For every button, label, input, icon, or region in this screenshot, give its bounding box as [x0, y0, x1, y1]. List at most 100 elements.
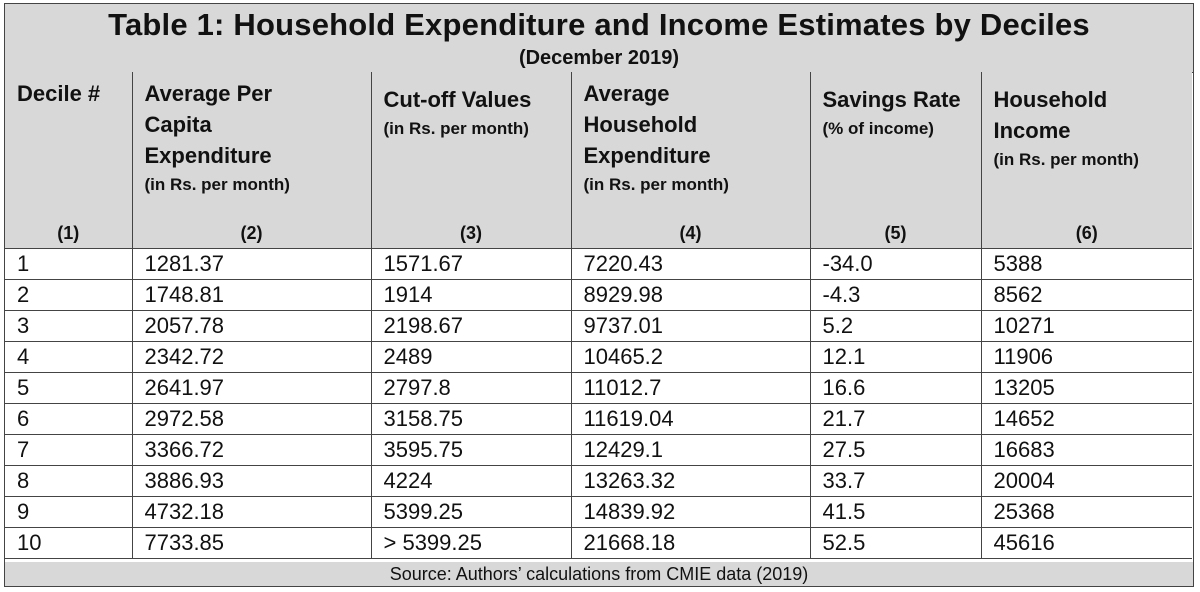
savings-rate-cell: 27.5	[810, 434, 982, 466]
household-income-cell: 11906	[981, 341, 1192, 373]
decile-cell: 8	[5, 465, 133, 497]
table-subtitle: (December 2019)	[518, 47, 680, 69]
household-expenditure-cell: 11012.7	[571, 372, 811, 404]
savings-rate-cell: 21.7	[810, 403, 982, 435]
decile-cell: 3	[5, 310, 133, 342]
household-expenditure-cell: 10465.2	[571, 341, 811, 373]
column-number: (3)	[460, 223, 482, 243]
header-decile: Decile # (1)	[5, 72, 133, 249]
header-unit: (in Rs. per month)	[993, 150, 1139, 169]
header-label: Average Household Expenditure	[583, 81, 711, 168]
decile-cell: 1	[5, 248, 133, 280]
cutoff-value-cell: 3595.75	[371, 434, 572, 466]
header-savings-rate: Savings Rate (% of income) (5)	[810, 72, 982, 249]
table-row: 2 1748.81 1914 8929.98 -4.3 8562	[5, 279, 1192, 311]
per-capita-expenditure-cell: 1748.81	[132, 279, 372, 311]
per-capita-expenditure-cell: 2972.58	[132, 403, 372, 435]
household-income-cell: 25368	[981, 496, 1192, 528]
decile-cell: 5	[5, 372, 133, 404]
header-unit: (in Rs. per month)	[144, 175, 290, 194]
header-household-income: Household Income (in Rs. per month) (6)	[981, 72, 1192, 249]
header-label: Household Income	[993, 87, 1108, 143]
per-capita-expenditure-cell: 3366.72	[132, 434, 372, 466]
table-row: 10 7733.85 > 5399.25 21668.18 52.5 45616	[5, 527, 1192, 559]
table-row: 6 2972.58 3158.75 11619.04 21.7 14652	[5, 403, 1192, 435]
cutoff-value-cell: 1914	[371, 279, 572, 311]
savings-rate-cell: -4.3	[810, 279, 982, 311]
savings-rate-cell: 33.7	[810, 465, 982, 497]
household-income-cell: 13205	[981, 372, 1192, 404]
household-expenditure-cell: 9737.01	[571, 310, 811, 342]
household-income-cell: 5388	[981, 248, 1192, 280]
cutoff-value-cell: > 5399.25	[371, 527, 572, 559]
household-income-cell: 45616	[981, 527, 1192, 559]
header-unit: (in Rs. per month)	[383, 119, 529, 138]
header-avg-per-capita-expenditure: Average Per Capita Expenditure (in Rs. p…	[132, 72, 372, 249]
column-number: (1)	[57, 223, 80, 243]
cutoff-value-cell: 4224	[371, 465, 572, 497]
savings-rate-cell: 12.1	[810, 341, 982, 373]
header-unit: (% of income)	[822, 119, 934, 138]
household-expenditure-cell: 8929.98	[571, 279, 811, 311]
decile-cell: 9	[5, 496, 133, 528]
per-capita-expenditure-cell: 2057.78	[132, 310, 372, 342]
table-row: 3 2057.78 2198.67 9737.01 5.2 10271	[5, 310, 1192, 342]
cutoff-value-cell: 2489	[371, 341, 572, 373]
column-number: (5)	[884, 223, 907, 243]
decile-cell: 4	[5, 341, 133, 373]
decile-cell: 7	[5, 434, 133, 466]
per-capita-expenditure-cell: 1281.37	[132, 248, 372, 280]
table-row: 1 1281.37 1571.67 7220.43 -34.0 5388	[5, 248, 1192, 280]
per-capita-expenditure-cell: 2342.72	[132, 341, 372, 373]
table-title: Table 1: Household Expenditure and Incom…	[108, 7, 1090, 42]
table-row: 7 3366.72 3595.75 12429.1 27.5 16683	[5, 434, 1192, 466]
table-frame: Table 1: Household Expenditure and Incom…	[4, 3, 1194, 587]
decile-cell: 2	[5, 279, 133, 311]
table-row: 4 2342.72 2489 10465.2 12.1 11906	[5, 341, 1192, 373]
header-label: Decile #	[17, 81, 101, 106]
per-capita-expenditure-cell: 4732.18	[132, 496, 372, 528]
household-expenditure-cell: 7220.43	[571, 248, 811, 280]
data-table: Decile # (1) Average Per Capita Expendit…	[5, 72, 1192, 559]
column-number: (2)	[240, 223, 263, 243]
household-income-cell: 20004	[981, 465, 1192, 497]
savings-rate-cell: 16.6	[810, 372, 982, 404]
household-expenditure-cell: 11619.04	[571, 403, 811, 435]
title-band: Table 1: Household Expenditure and Incom…	[5, 4, 1193, 73]
per-capita-expenditure-cell: 7733.85	[132, 527, 372, 559]
header-label: Savings Rate	[822, 87, 961, 112]
savings-rate-cell: -34.0	[810, 248, 982, 280]
savings-rate-cell: 41.5	[810, 496, 982, 528]
household-income-cell: 16683	[981, 434, 1192, 466]
cutoff-value-cell: 5399.25	[371, 496, 572, 528]
cutoff-value-cell: 3158.75	[371, 403, 572, 435]
table-row: 9 4732.18 5399.25 14839.92 41.5 25368	[5, 496, 1192, 528]
savings-rate-cell: 52.5	[810, 527, 982, 559]
table-row: 8 3886.93 4224 13263.32 33.7 20004	[5, 465, 1192, 497]
header-label: Cut-off Values	[383, 87, 532, 112]
per-capita-expenditure-cell: 2641.97	[132, 372, 372, 404]
header-unit: (in Rs. per month)	[583, 175, 729, 194]
household-expenditure-cell: 13263.32	[571, 465, 811, 497]
header-row: Decile # (1) Average Per Capita Expendit…	[5, 72, 1192, 249]
column-number: (4)	[679, 223, 702, 243]
source-note: Source: Authors’ calculations from CMIE …	[5, 562, 1193, 586]
decile-cell: 6	[5, 403, 133, 435]
household-income-cell: 14652	[981, 403, 1192, 435]
cutoff-value-cell: 2797.8	[371, 372, 572, 404]
table-row: 5 2641.97 2797.8 11012.7 16.6 13205	[5, 372, 1192, 404]
household-income-cell: 10271	[981, 310, 1192, 342]
column-number: (6)	[1075, 223, 1098, 243]
cutoff-value-cell: 2198.67	[371, 310, 572, 342]
cutoff-value-cell: 1571.67	[371, 248, 572, 280]
household-income-cell: 8562	[981, 279, 1192, 311]
per-capita-expenditure-cell: 3886.93	[132, 465, 372, 497]
decile-cell: 10	[5, 527, 133, 559]
household-expenditure-cell: 12429.1	[571, 434, 811, 466]
household-expenditure-cell: 21668.18	[571, 527, 811, 559]
savings-rate-cell: 5.2	[810, 310, 982, 342]
header-label: Average Per Capita Expenditure	[144, 81, 273, 168]
household-expenditure-cell: 14839.92	[571, 496, 811, 528]
header-avg-household-expenditure: Average Household Expenditure (in Rs. pe…	[571, 72, 811, 249]
header-cutoff-values: Cut-off Values (in Rs. per month) (3)	[371, 72, 572, 249]
